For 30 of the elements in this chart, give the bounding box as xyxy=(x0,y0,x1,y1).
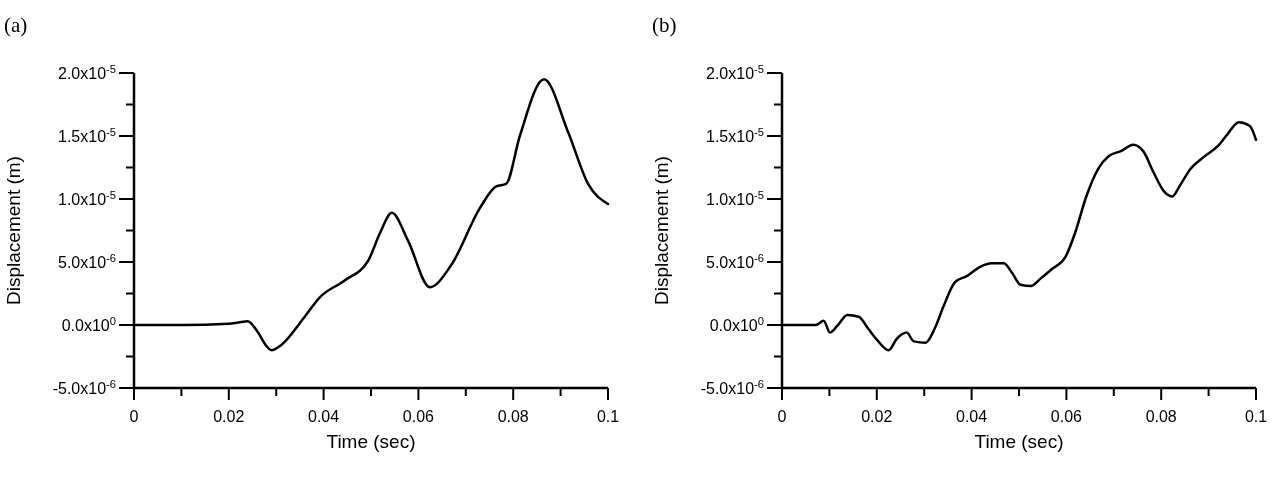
chart-title: (b) xyxy=(652,13,677,37)
y-tick-label: 1.5x10$^{-5}$ xyxy=(706,126,764,145)
x-tick-label: 0.04 xyxy=(956,408,988,425)
x-tick-label: 0.06 xyxy=(1050,408,1083,425)
x-axis-title: Time (sec) xyxy=(326,431,416,452)
x-tick-label: 0.02 xyxy=(213,408,245,425)
y-axis-title: Displacement (m) xyxy=(651,156,672,305)
x-tick-label: 0.08 xyxy=(497,408,529,425)
y-tick-label: 1.0x10$^{-5}$ xyxy=(58,189,116,208)
y-tick-label: 5.0x10$^{-6}$ xyxy=(58,252,116,271)
chart-title: (a) xyxy=(4,13,28,37)
x-tick-label: 0.02 xyxy=(861,408,893,425)
x-tick-label: 0.1 xyxy=(596,408,620,425)
y-tick-label: 2.0x10$^{-5}$ xyxy=(58,63,116,82)
y-tick-label: -5.0x10$^{-6}$ xyxy=(52,378,116,397)
x-tick-label: 0 xyxy=(777,408,787,425)
x-tick-label: 0.04 xyxy=(308,408,340,425)
x-tick-label: 0.08 xyxy=(1145,408,1177,425)
y-tick-label: 1.5x10$^{-5}$ xyxy=(58,126,116,145)
y-axis-title: Displacement (m) xyxy=(3,156,24,305)
x-axis-title: Time (sec) xyxy=(974,431,1064,452)
y-tick-label: 0.0x10$^{0}$ xyxy=(709,315,764,334)
x-tick-label: 0.06 xyxy=(402,408,435,425)
y-tick-label: 0.0x10$^{0}$ xyxy=(61,315,116,334)
x-tick-label: 0 xyxy=(129,408,139,425)
y-tick-label: 5.0x10$^{-6}$ xyxy=(706,252,764,271)
x-tick-label: 0.1 xyxy=(1244,408,1268,425)
y-tick-label: -5.0x10$^{-6}$ xyxy=(700,378,764,397)
y-tick-label: 1.0x10$^{-5}$ xyxy=(706,189,764,208)
y-tick-label: 2.0x10$^{-5}$ xyxy=(706,63,764,82)
